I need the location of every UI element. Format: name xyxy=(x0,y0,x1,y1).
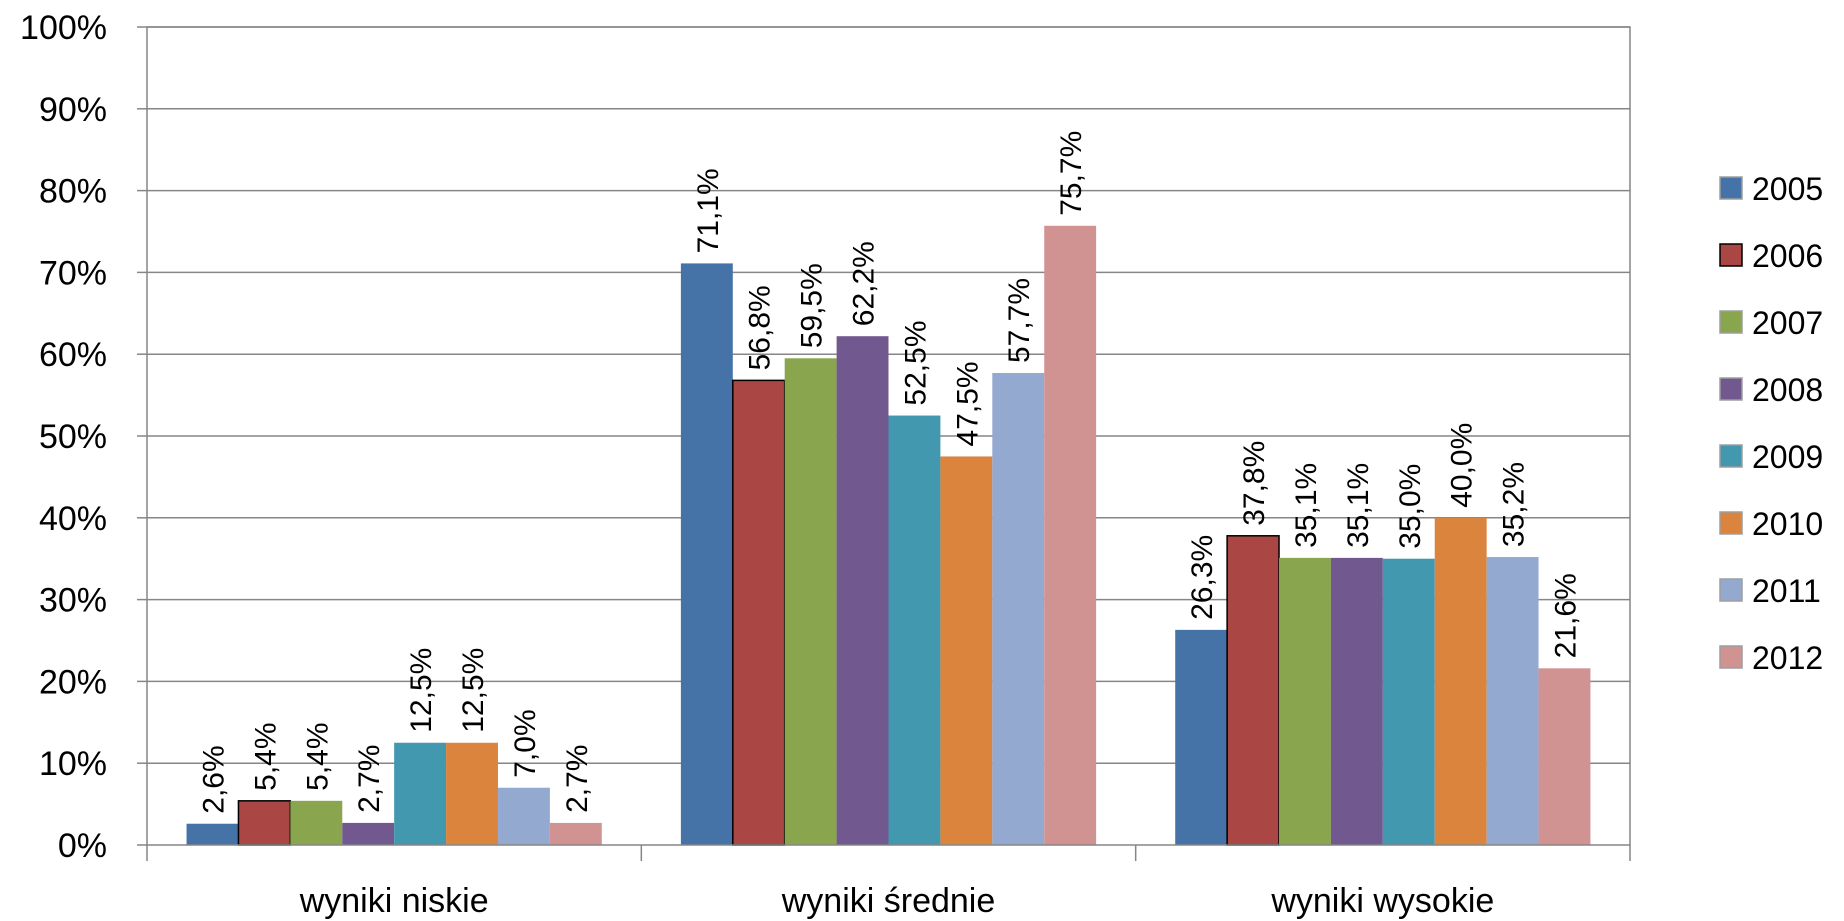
data-label: 35,0% xyxy=(1394,464,1427,549)
y-tick-labels: 0% 10% 20% 30% 40% 50% 60% 70% 80% 90% 100% xyxy=(20,9,107,865)
bar-2008 xyxy=(836,336,889,845)
bar-2011 xyxy=(992,373,1045,845)
legend-swatch-2007 xyxy=(1719,310,1743,334)
legend-swatch-2010 xyxy=(1719,511,1743,535)
bar-2006 xyxy=(1226,535,1280,846)
data-label: 62,2% xyxy=(848,241,881,326)
legend-label: 2010 xyxy=(1752,506,1823,542)
data-label: 5,4% xyxy=(301,722,334,790)
data-label: 75,7% xyxy=(1055,131,1088,216)
bar-2010 xyxy=(446,742,498,845)
y-tick-label: 90% xyxy=(39,91,107,129)
bars xyxy=(186,225,1591,846)
data-label: 47,5% xyxy=(951,361,984,446)
category-labels: wyniki niskie wyniki średnie wyniki wysoki… xyxy=(299,882,1495,920)
y-tick-label: 60% xyxy=(39,336,107,374)
bar-2005 xyxy=(680,263,733,846)
legend-swatch-2006 xyxy=(1719,243,1743,267)
data-label: 2,6% xyxy=(197,745,230,813)
data-label: 2,7% xyxy=(353,745,386,813)
legend-label: 2007 xyxy=(1752,305,1823,341)
data-label: 71,1% xyxy=(692,168,725,253)
bar-2006 xyxy=(237,800,292,846)
data-label: 35,2% xyxy=(1498,462,1531,547)
data-label: 57,7% xyxy=(1003,278,1036,363)
data-label: 5,4% xyxy=(249,722,282,790)
y-tick-label: 30% xyxy=(39,582,107,620)
legend-swatch-2011 xyxy=(1719,578,1743,602)
data-label: 2,7% xyxy=(561,745,594,813)
data-labels: 2,6% 5,4% 5,4% 2,7% 12,5% 12,5% 7,0% 2,7% 71,1% 5… xyxy=(197,131,1582,814)
data-label: 56,8% xyxy=(744,285,777,370)
bar-2010 xyxy=(1434,517,1487,845)
bar-2009 xyxy=(1382,558,1435,845)
legend-label: 2011 xyxy=(1752,573,1821,609)
legend-swatch-2012 xyxy=(1719,645,1743,669)
bar-2007 xyxy=(784,358,837,845)
axes xyxy=(137,26,1631,861)
legend-swatch-2009 xyxy=(1719,444,1743,468)
y-tick-label: 50% xyxy=(39,418,107,456)
bar-2008 xyxy=(342,822,395,845)
category-label: wyniki wysokie xyxy=(1270,882,1494,920)
bar-2007 xyxy=(1279,557,1331,845)
legend-label: 2008 xyxy=(1752,372,1823,408)
bar-2007 xyxy=(290,800,343,845)
bar-2009 xyxy=(394,742,447,845)
bar-2008 xyxy=(1330,557,1383,845)
data-label: 37,8% xyxy=(1238,441,1271,526)
plot-area-border xyxy=(146,26,1631,846)
bar-2011 xyxy=(1486,557,1539,845)
y-tick-label: 100% xyxy=(20,9,107,47)
y-tick-label: 10% xyxy=(39,745,107,783)
legend-label: 2005 xyxy=(1752,171,1823,207)
data-label: 35,1% xyxy=(1342,463,1375,548)
y-tick-label: 40% xyxy=(39,500,107,538)
y-tick-label: 20% xyxy=(39,663,107,701)
bar-2009 xyxy=(888,415,941,845)
data-label: 59,5% xyxy=(796,263,829,348)
bar-2006 xyxy=(732,379,786,846)
y-tick-label: 70% xyxy=(39,254,107,292)
data-label: 12,5% xyxy=(457,648,490,733)
data-label: 7,0% xyxy=(509,709,542,777)
bar-2012 xyxy=(1538,668,1591,845)
legend-label: 2006 xyxy=(1752,238,1823,274)
bar-2005 xyxy=(186,823,239,845)
y-tick-label: 0% xyxy=(58,827,107,865)
y-tick-label: 80% xyxy=(39,173,107,211)
data-label: 40,0% xyxy=(1446,423,1479,508)
data-label: 35,1% xyxy=(1290,463,1323,548)
legend-label: 2009 xyxy=(1752,439,1823,475)
bar-2011 xyxy=(497,787,550,845)
category-label: wyniki niskie xyxy=(299,882,489,920)
data-label: 12,5% xyxy=(405,648,438,733)
data-label: 26,3% xyxy=(1186,535,1219,620)
bar-2005 xyxy=(1175,629,1228,845)
data-label: 21,6% xyxy=(1550,573,1583,658)
legend: 2005 2006 2007 2008 2009 2010 2011 2012 xyxy=(1719,171,1823,676)
category-label: wyniki średnie xyxy=(781,882,996,920)
legend-label: 2012 xyxy=(1752,640,1823,676)
bar-2012 xyxy=(1044,225,1097,846)
legend-swatch-2008 xyxy=(1719,377,1743,401)
bar-2010 xyxy=(940,456,993,845)
bar-2012 xyxy=(549,822,602,845)
data-label: 52,5% xyxy=(899,320,932,405)
legend-swatch-2005 xyxy=(1719,176,1743,200)
